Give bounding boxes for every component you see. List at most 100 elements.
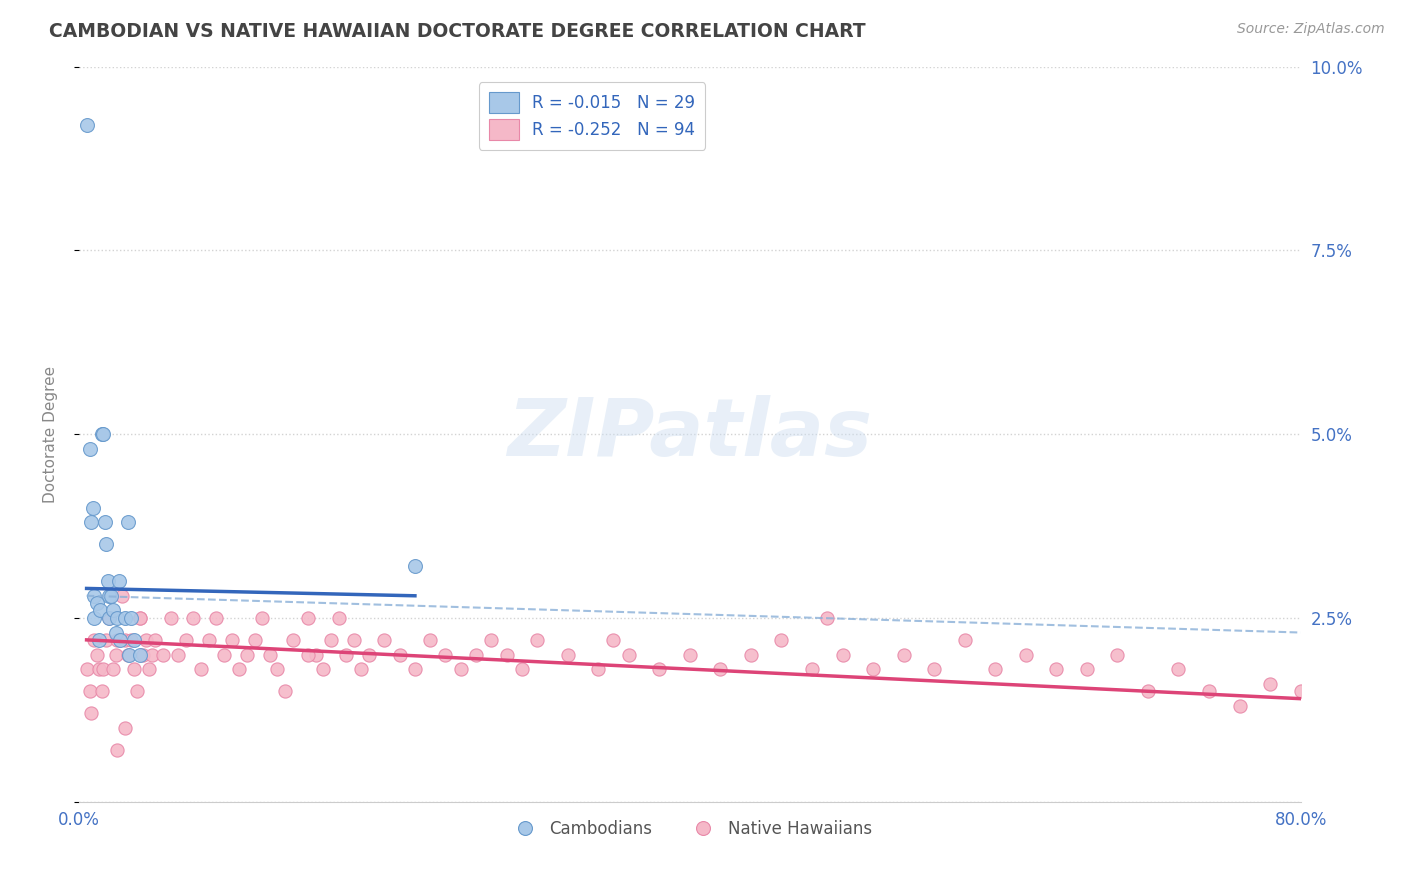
Point <box>1136 684 1159 698</box>
Point <box>135 632 157 647</box>
Point <box>465 648 488 662</box>
Point <box>617 648 640 662</box>
Point <box>86 596 108 610</box>
Point <box>118 648 141 662</box>
Point <box>243 632 266 647</box>
Point <box>221 632 243 647</box>
Point <box>129 611 152 625</box>
Point <box>80 706 103 721</box>
Point <box>76 662 98 676</box>
Point <box>586 662 609 676</box>
Point <box>815 611 838 625</box>
Point <box>305 648 328 662</box>
Point <box>1229 699 1251 714</box>
Point <box>125 684 148 698</box>
Point <box>297 648 319 662</box>
Point <box>90 427 112 442</box>
Point <box>114 721 136 735</box>
Point <box>1289 684 1312 698</box>
Point <box>138 662 160 676</box>
Point <box>1198 684 1220 698</box>
Point <box>197 632 219 647</box>
Point <box>801 662 824 676</box>
Point <box>105 743 128 757</box>
Point <box>922 662 945 676</box>
Point <box>259 648 281 662</box>
Point <box>105 632 128 647</box>
Point <box>101 662 124 676</box>
Legend: Cambodians, Native Hawaiians: Cambodians, Native Hawaiians <box>502 814 879 845</box>
Point <box>388 648 411 662</box>
Point <box>114 611 136 625</box>
Point <box>770 632 793 647</box>
Point <box>266 662 288 676</box>
Point <box>419 632 441 647</box>
Point <box>96 537 118 551</box>
Point <box>404 559 426 574</box>
Point <box>495 648 517 662</box>
Point <box>83 632 105 647</box>
Point <box>98 589 121 603</box>
Point <box>335 648 357 662</box>
Point <box>76 119 98 133</box>
Point <box>80 516 103 530</box>
Point <box>205 611 228 625</box>
Point <box>111 589 134 603</box>
Point <box>1167 662 1189 676</box>
Text: Source: ZipAtlas.com: Source: ZipAtlas.com <box>1237 22 1385 37</box>
Point <box>86 648 108 662</box>
Point <box>648 662 671 676</box>
Point <box>190 662 212 676</box>
Point <box>1076 662 1098 676</box>
Point <box>104 648 127 662</box>
Point <box>679 648 702 662</box>
Point <box>281 632 304 647</box>
Point <box>90 684 112 698</box>
Point <box>343 632 366 647</box>
Point <box>152 648 174 662</box>
Y-axis label: Doctorate Degree: Doctorate Degree <box>44 366 58 503</box>
Point <box>79 684 101 698</box>
Point <box>104 625 127 640</box>
Point <box>83 611 105 625</box>
Point <box>359 648 381 662</box>
Point <box>93 662 115 676</box>
Point <box>143 632 166 647</box>
Point <box>862 662 884 676</box>
Point <box>526 632 548 647</box>
Point <box>602 632 624 647</box>
Point <box>129 611 152 625</box>
Point <box>122 662 145 676</box>
Point <box>159 611 181 625</box>
Point <box>450 662 472 676</box>
Point <box>404 662 426 676</box>
Point <box>89 603 111 617</box>
Point <box>167 648 190 662</box>
Point <box>479 632 502 647</box>
Point <box>228 662 250 676</box>
Point <box>984 662 1007 676</box>
Point <box>557 648 579 662</box>
Point <box>1045 662 1067 676</box>
Point <box>107 574 129 588</box>
Point <box>129 648 152 662</box>
Point <box>87 662 110 676</box>
Point <box>97 574 120 588</box>
Point <box>236 648 259 662</box>
Text: ZIPatlas: ZIPatlas <box>508 395 872 473</box>
Point <box>373 632 395 647</box>
Point <box>100 589 122 603</box>
Point <box>108 632 131 647</box>
Point <box>94 516 117 530</box>
Point <box>1107 648 1129 662</box>
Point <box>1015 648 1038 662</box>
Point <box>93 427 115 442</box>
Point <box>83 589 105 603</box>
Point <box>274 684 297 698</box>
Point <box>297 611 319 625</box>
Point <box>434 648 457 662</box>
Point <box>953 632 976 647</box>
Point <box>350 662 373 676</box>
Point <box>114 632 136 647</box>
Point <box>250 611 273 625</box>
